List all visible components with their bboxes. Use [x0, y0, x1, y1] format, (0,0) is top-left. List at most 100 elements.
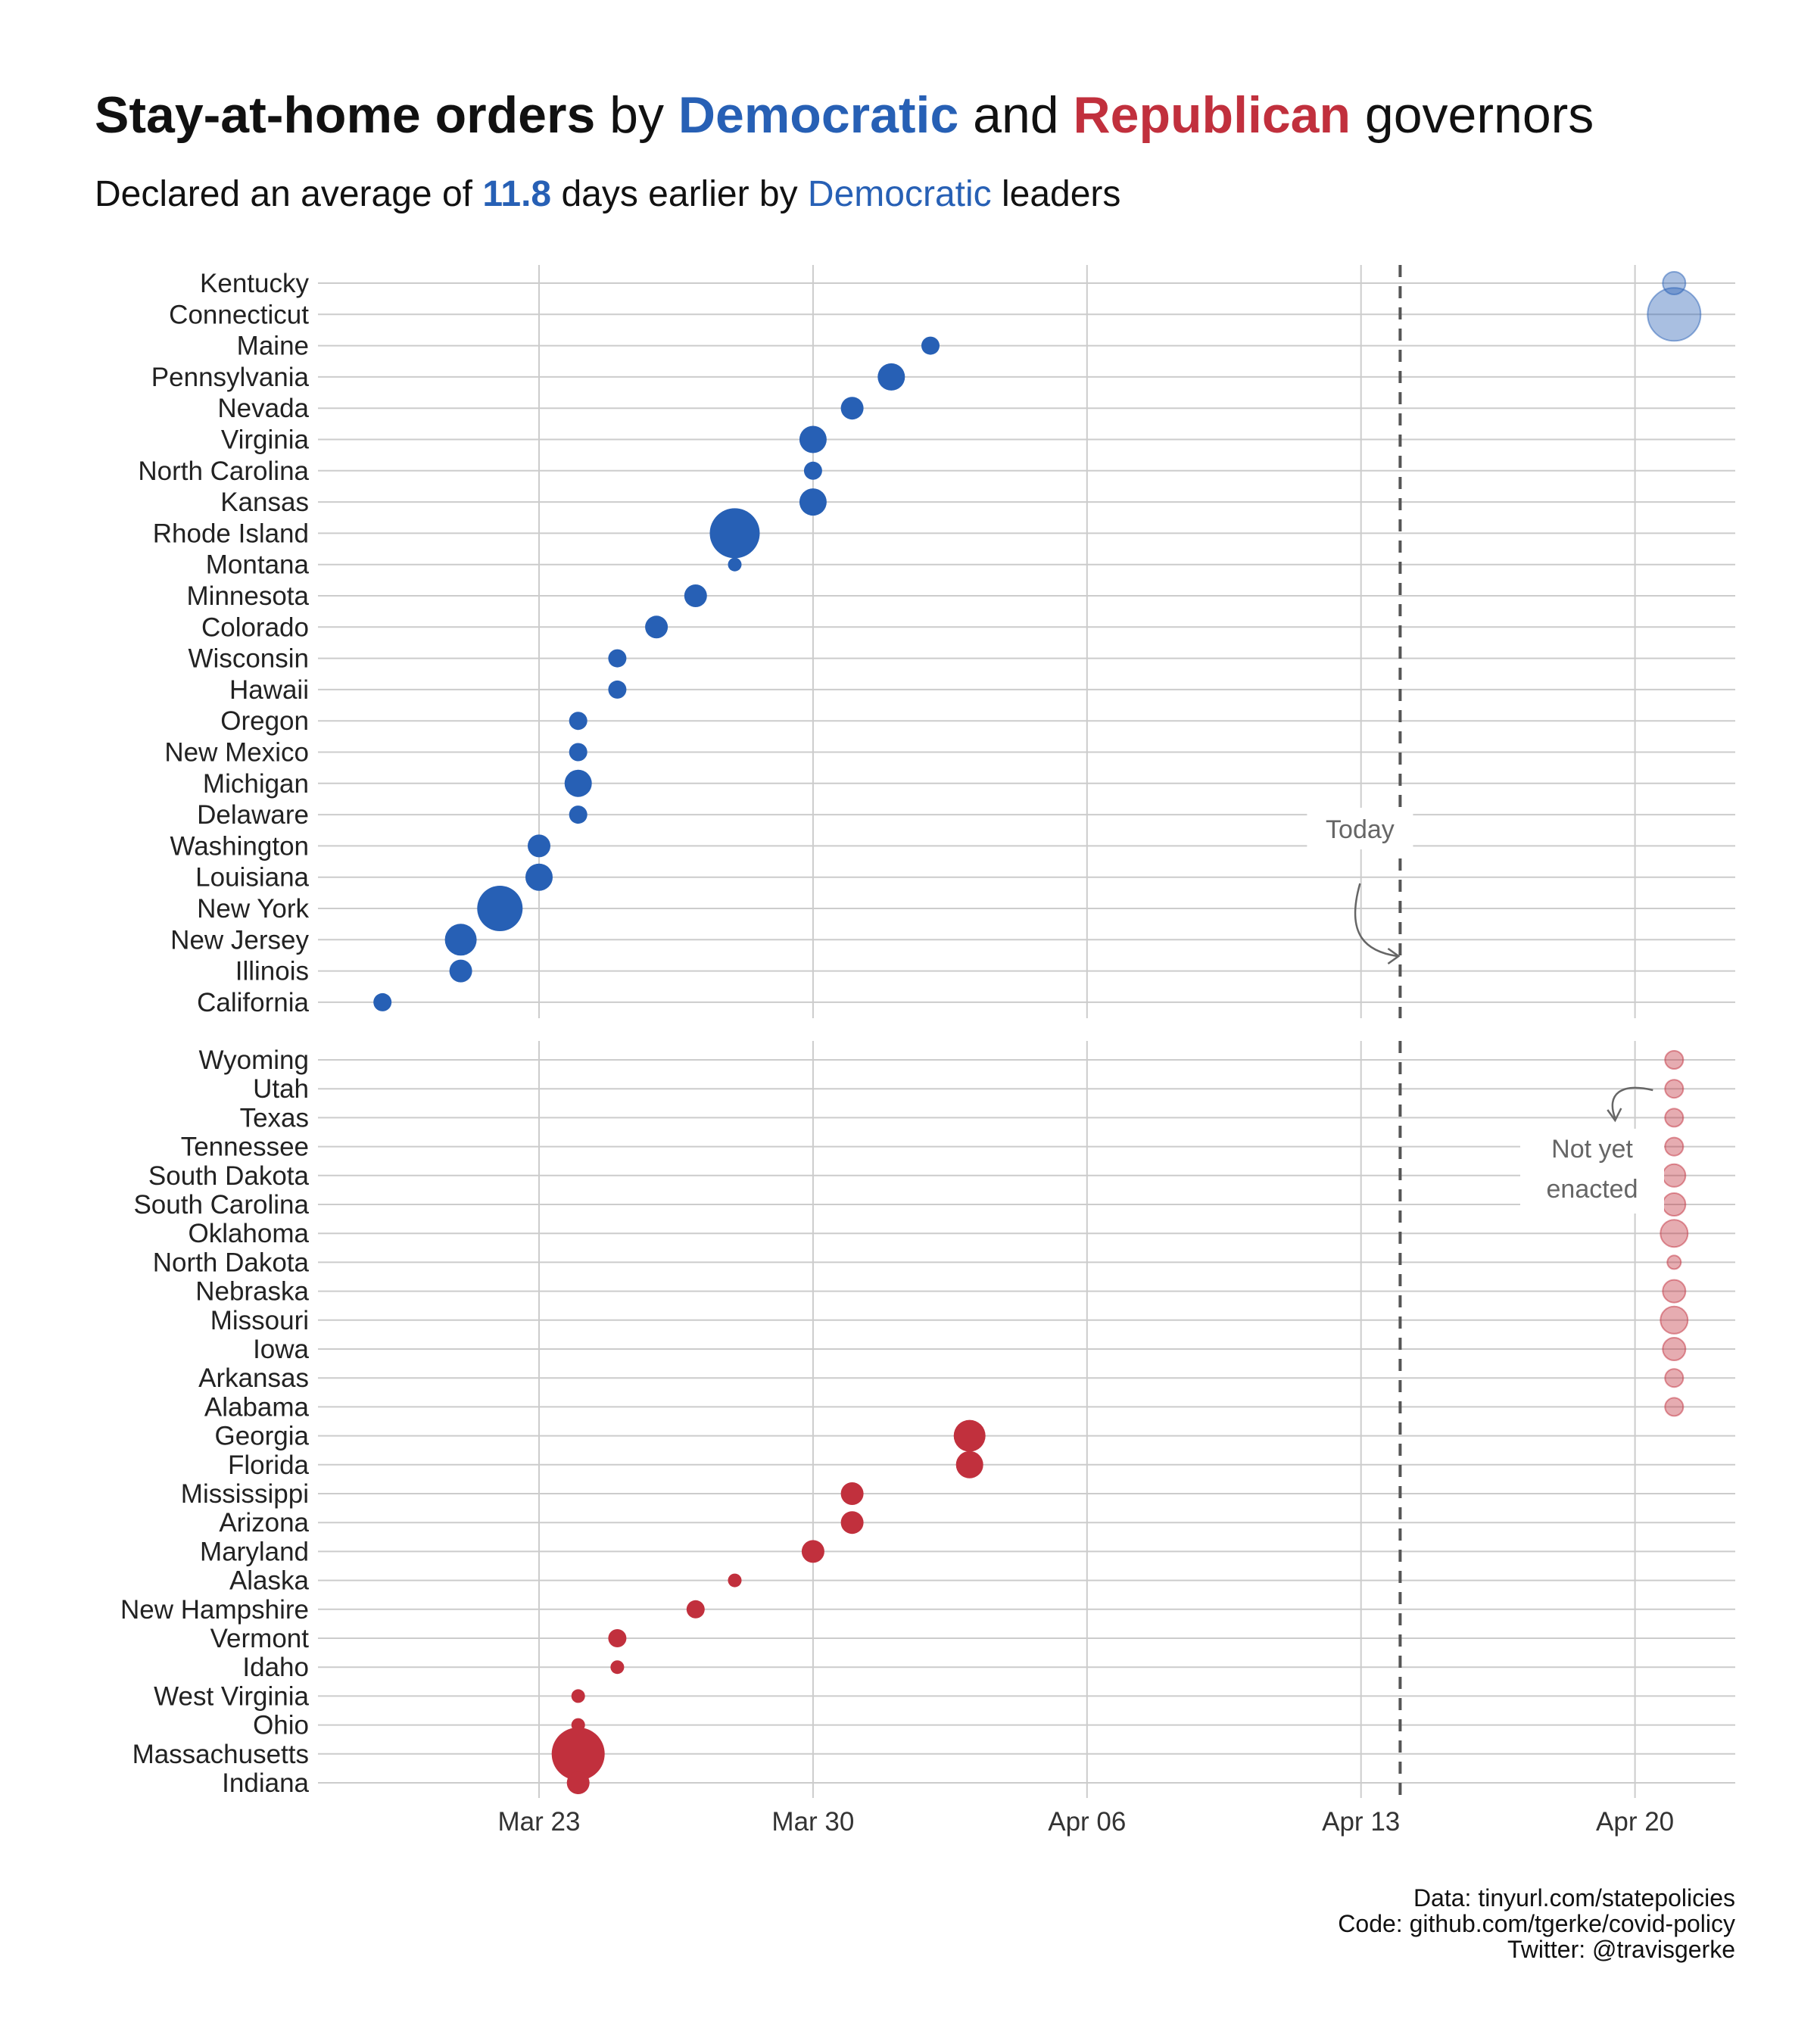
state-point [449, 959, 472, 983]
state-label: Tennessee [181, 1133, 309, 1162]
state-point [608, 649, 627, 668]
state-point-not-enacted [1660, 1219, 1689, 1248]
x-tick-label: Apr 06 [1048, 1807, 1126, 1837]
state-label: Mississippi [181, 1479, 309, 1509]
caption-code: Code: github.com/tgerke/covid-policy [1338, 1910, 1735, 1937]
state-label: Hawaii [229, 675, 309, 705]
state-label: Alaska [229, 1566, 310, 1596]
chart-subtitle: Declared an average of 11.8 days earlier… [95, 174, 1120, 214]
state-label: California [197, 988, 309, 1017]
state-label: Georgia [214, 1422, 309, 1451]
state-label: Nevada [217, 394, 309, 423]
state-point [728, 557, 742, 572]
state-point [608, 1629, 627, 1647]
state-point [840, 1482, 864, 1505]
state-label: Colorado [201, 612, 309, 642]
state-point [477, 886, 523, 931]
state-point [525, 863, 553, 891]
state-point [444, 924, 477, 956]
chart-title: Stay-at-home orders by Democratic and Re… [95, 86, 1594, 144]
state-point [373, 992, 392, 1011]
state-point-not-enacted [1647, 287, 1702, 342]
state-point [799, 425, 827, 453]
state-label: Delaware [197, 800, 309, 830]
state-label: Arizona [219, 1508, 309, 1538]
today-arrow [1354, 883, 1398, 958]
state-point [709, 508, 760, 559]
caption-data: Data: tinyurl.com/statepolicies [1413, 1884, 1735, 1912]
state-label: North Dakota [153, 1248, 310, 1277]
state-label: Rhode Island [153, 519, 309, 548]
state-point-not-enacted [1662, 1163, 1687, 1188]
state-point [564, 769, 592, 797]
state-label: New Mexico [164, 738, 309, 768]
state-label: Indiana [222, 1768, 309, 1798]
state-point [877, 363, 905, 391]
not-yet-annotation-bg [1520, 1129, 1664, 1214]
state-point [569, 712, 587, 731]
state-point [528, 834, 550, 858]
subtitle-part-5: leaders [992, 174, 1121, 214]
state-label: Florida [228, 1450, 310, 1480]
state-label: Michigan [203, 769, 309, 799]
x-tick-label: Mar 30 [771, 1807, 854, 1837]
title-republican: Republican [1074, 86, 1351, 144]
state-point-not-enacted [1664, 1368, 1685, 1388]
title-part-2: by [595, 86, 678, 144]
state-point-not-enacted [1662, 1337, 1687, 1361]
state-point-not-enacted [1664, 1136, 1685, 1157]
caption-twitter: Twitter: @travisgerke [1507, 1936, 1735, 1963]
state-point [608, 680, 627, 699]
state-label: Utah [253, 1074, 309, 1104]
state-label: Missouri [210, 1306, 309, 1335]
state-label: Montana [206, 550, 310, 580]
state-label: Illinois [235, 957, 309, 986]
state-point [645, 615, 669, 639]
state-point-not-enacted [1660, 1305, 1689, 1335]
state-label: Kansas [220, 488, 309, 517]
today-arrowhead [1387, 947, 1401, 965]
title-part-1: Stay-at-home orders [95, 86, 595, 144]
state-label: Connecticut [169, 300, 309, 329]
state-label: Massachusetts [132, 1740, 309, 1769]
state-point-not-enacted [1664, 1050, 1685, 1070]
state-label: Arkansas [198, 1363, 309, 1393]
state-label: Washington [170, 831, 309, 861]
state-label: Oklahoma [188, 1219, 309, 1248]
state-point-not-enacted [1662, 1279, 1687, 1304]
state-point [684, 584, 707, 607]
state-point-not-enacted [1662, 1192, 1687, 1217]
state-point [686, 1600, 705, 1619]
plot-area: Mar 23 Mar 30 Apr 06 Apr 13 Apr 20KentuckyCo… [120, 265, 1735, 1837]
state-point [566, 1771, 590, 1794]
state-label: New Jersey [170, 925, 309, 955]
subtitle-part-1: Declared an average of [95, 174, 482, 214]
state-label: New Hampshire [120, 1595, 309, 1625]
state-point [569, 805, 587, 824]
title-democratic: Democratic [678, 86, 958, 144]
state-point [803, 461, 822, 480]
not-yet-arrow [1611, 1086, 1653, 1119]
state-point [569, 743, 587, 762]
state-point [571, 1689, 585, 1703]
state-label: Oregon [220, 706, 309, 736]
state-point-not-enacted [1664, 1397, 1685, 1417]
today-annotation: Today [1326, 815, 1395, 844]
subtitle-democratic: Democratic [808, 174, 992, 214]
x-tick-label: Apr 20 [1596, 1807, 1674, 1837]
state-point [955, 1450, 983, 1478]
title-part-4: and [958, 86, 1073, 144]
state-label: North Carolina [138, 456, 309, 486]
state-label: Vermont [210, 1624, 310, 1653]
state-point [801, 1540, 824, 1563]
state-point-not-enacted [1666, 1254, 1682, 1270]
state-point [840, 397, 864, 420]
state-point [799, 488, 827, 516]
state-point [921, 336, 940, 355]
state-point-not-enacted [1664, 1079, 1685, 1099]
state-label: Idaho [242, 1653, 309, 1682]
state-point [728, 1573, 742, 1588]
state-label: Maryland [200, 1537, 309, 1566]
state-label: Louisiana [195, 863, 309, 893]
